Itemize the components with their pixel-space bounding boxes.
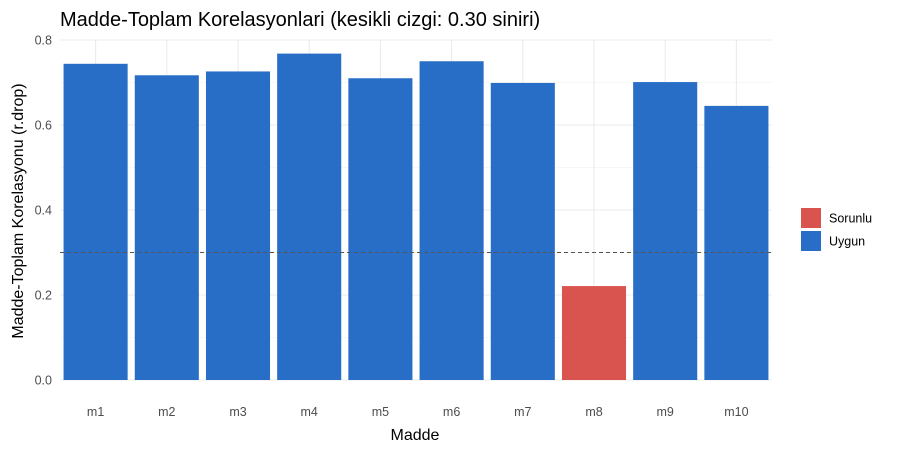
legend-key-sorunlu bbox=[801, 208, 821, 228]
legend-key-uygun bbox=[801, 231, 821, 251]
y-tick-label: 0.2 bbox=[35, 289, 52, 303]
x-tick-label: m1 bbox=[87, 405, 104, 419]
y-axis-title: Madde-Toplam Korelasyonu (r.drop) bbox=[10, 83, 27, 338]
legend-label: Sorunlu bbox=[829, 212, 872, 226]
bar-m6 bbox=[419, 61, 484, 380]
x-axis-ticks: m1 m2 m3 m4 m5 m6 m7 m8 m9 m10 bbox=[87, 405, 749, 419]
x-tick-label: m2 bbox=[158, 405, 175, 419]
x-tick-label: m4 bbox=[301, 405, 318, 419]
legend: Sorunlu Uygun bbox=[801, 208, 872, 251]
bar-m2 bbox=[134, 75, 199, 381]
bar-m7 bbox=[490, 82, 555, 381]
x-tick-label: m5 bbox=[372, 405, 389, 419]
bar-m8 bbox=[561, 286, 627, 380]
x-axis-title: Madde bbox=[391, 427, 440, 444]
x-tick-label: m10 bbox=[724, 405, 748, 419]
x-tick-label: m9 bbox=[657, 405, 674, 419]
x-tick-label: m6 bbox=[443, 405, 460, 419]
bar-m9 bbox=[633, 82, 698, 380]
bar-m10 bbox=[704, 105, 769, 380]
bars bbox=[63, 53, 769, 381]
x-tick-label: m7 bbox=[514, 405, 531, 419]
y-tick-label: 0.4 bbox=[35, 204, 52, 218]
y-tick-label: 0.6 bbox=[35, 119, 52, 133]
chart-title: Madde-Toplam Korelasyonlari (kesikli ciz… bbox=[60, 9, 540, 31]
y-tick-label: 0.0 bbox=[35, 374, 52, 388]
y-tick-label: 0.8 bbox=[35, 34, 52, 48]
bar-m5 bbox=[348, 78, 413, 380]
x-tick-label: m3 bbox=[229, 405, 246, 419]
x-tick-label: m8 bbox=[585, 405, 602, 419]
bar-m1 bbox=[63, 63, 128, 381]
bar-m4 bbox=[277, 53, 342, 380]
legend-label: Uygun bbox=[829, 235, 865, 249]
bar-m3 bbox=[205, 71, 271, 380]
y-axis-ticks: 0.0 0.2 0.4 0.6 0.8 bbox=[35, 34, 52, 388]
